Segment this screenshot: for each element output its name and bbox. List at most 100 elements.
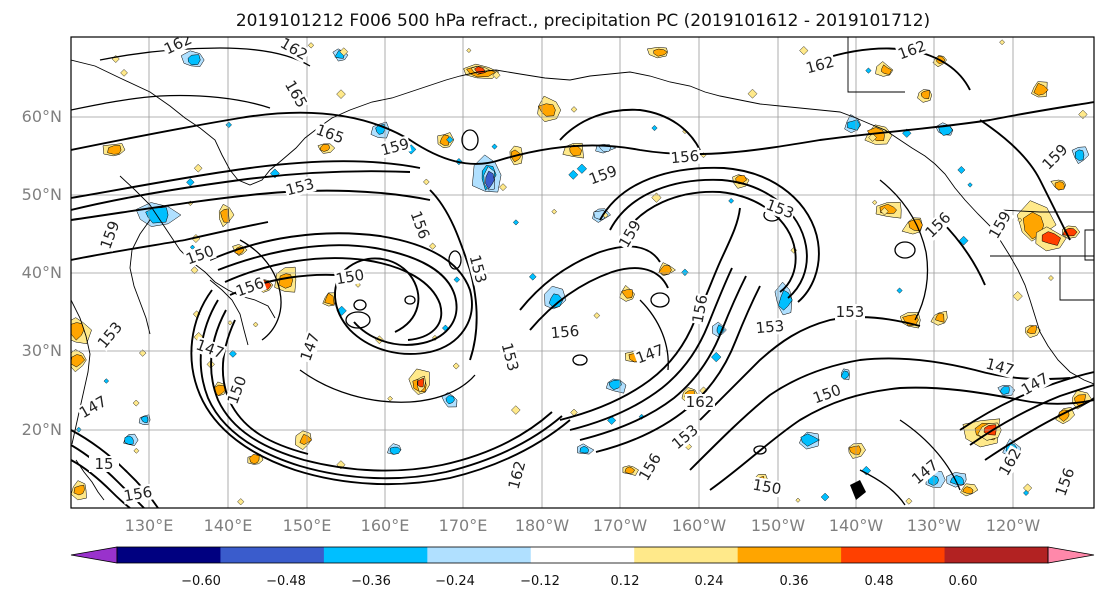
precip-speck [491, 143, 498, 150]
lon-label: 130°E [125, 516, 174, 535]
precip-speck [568, 169, 579, 180]
contour-label-bg [378, 135, 412, 159]
colorbar-tick-label: 0.36 [780, 574, 809, 589]
precip-speck [905, 497, 913, 505]
precip-patch [324, 292, 335, 306]
contour-label-bg [763, 196, 797, 222]
precip-speck [999, 39, 1005, 46]
precip-speck [651, 125, 658, 132]
precip-patch [319, 144, 330, 152]
precip-speck [1023, 489, 1030, 496]
precip-speck [120, 69, 128, 77]
colorbar-swatch [117, 547, 221, 563]
precip-speck [225, 121, 232, 129]
precip-speck [387, 395, 393, 402]
contour-label-bg [985, 208, 1015, 242]
contour-label-bg [313, 121, 347, 147]
precip-speck [252, 321, 259, 328]
precip-patch [999, 386, 1010, 395]
colorbar-swatch [634, 547, 739, 563]
precip-patch [579, 445, 589, 454]
contour-label-bg [498, 340, 522, 374]
contour-label-bg [754, 317, 786, 337]
longitude-labels: 130°E 140°E 150°E 160°E 170°E 180°W 170°… [125, 516, 1041, 535]
precip-speck [229, 349, 237, 358]
contour-label: 15 [94, 455, 113, 473]
colorbar-tick-label: 0.24 [695, 574, 724, 589]
lon-label: 130°W [907, 516, 962, 535]
precip-patch [840, 370, 850, 380]
precip-speck [967, 182, 973, 188]
precip-speck [492, 71, 501, 80]
lat-label: 60°N [22, 107, 62, 126]
precip-speck [1048, 275, 1054, 281]
precip-patch [389, 446, 402, 455]
precip-speck [896, 287, 903, 294]
precip-patch [1026, 325, 1037, 334]
precip-speck [189, 244, 195, 250]
contour-label-bg [586, 162, 620, 188]
contour-label: 162 [686, 393, 715, 411]
precip-speck [499, 183, 507, 192]
precip-speck [103, 378, 110, 384]
precip-speck [795, 497, 801, 503]
lat-label: 30°N [22, 341, 62, 360]
latitude-labels: 60°N 50°N 40°N 30°N 20°N [22, 107, 62, 439]
precip-speck [728, 198, 734, 204]
contour-label-bg [297, 330, 323, 364]
lon-label: 140°W [829, 516, 884, 535]
contour-label-bg [983, 355, 1017, 379]
precip-speck [1017, 217, 1023, 223]
contour-label: 156 [670, 147, 700, 167]
contour-label-bg [803, 53, 837, 77]
lon-label: 160°W [672, 516, 727, 535]
precip-speck [307, 42, 315, 49]
colorbar-tick-label: −0.36 [351, 574, 391, 589]
precip-patch [249, 454, 260, 465]
precip-speck [132, 399, 140, 407]
lon-label: 180°W [515, 516, 570, 535]
precip-speck [865, 67, 872, 74]
contour-label-bg [615, 217, 645, 251]
contours [71, 47, 1094, 508]
precip-speck [1078, 109, 1088, 120]
precip-patch [1033, 82, 1049, 96]
precip-speck [511, 405, 521, 415]
contour-label: 153 [836, 303, 865, 321]
precip-patch [624, 466, 636, 474]
contour-label: 156 [550, 322, 580, 342]
contour-label: 150 [334, 266, 365, 289]
precip-speck [570, 106, 578, 113]
precip-patch [445, 395, 455, 405]
precip-speck [593, 312, 601, 319]
map-title: 2019101212 F006 500 hPa refract., precip… [236, 11, 930, 31]
precip-patch [920, 90, 930, 100]
precip-speck [820, 492, 830, 502]
precip-speck [576, 163, 587, 174]
contour-label-bg [633, 341, 667, 367]
precip-patch [593, 210, 607, 220]
lon-label: 150°E [283, 516, 332, 535]
colorbar-swatch [220, 547, 325, 563]
precip-speck [570, 408, 578, 417]
precip-patch [800, 433, 820, 447]
precip-patch [187, 54, 201, 66]
precip-patch [140, 416, 149, 424]
contour-label-bg [224, 373, 250, 407]
colorbar-swatch [737, 547, 842, 563]
precip-speck [453, 276, 461, 283]
colorbar-swatch [530, 547, 635, 563]
lat-label: 40°N [22, 263, 62, 282]
contour-label-bg [685, 394, 715, 410]
colorbar-tick-label: 0.48 [865, 574, 894, 589]
precip-speck [190, 266, 199, 275]
lat-label: 50°N [22, 185, 62, 204]
precip-speck [1012, 291, 1023, 302]
precip-patch [417, 377, 424, 388]
contour-label-bg [407, 208, 433, 242]
contour-label-bg [183, 242, 217, 268]
filled-contour-blob [850, 480, 866, 500]
contour-label-bg [1018, 369, 1052, 399]
